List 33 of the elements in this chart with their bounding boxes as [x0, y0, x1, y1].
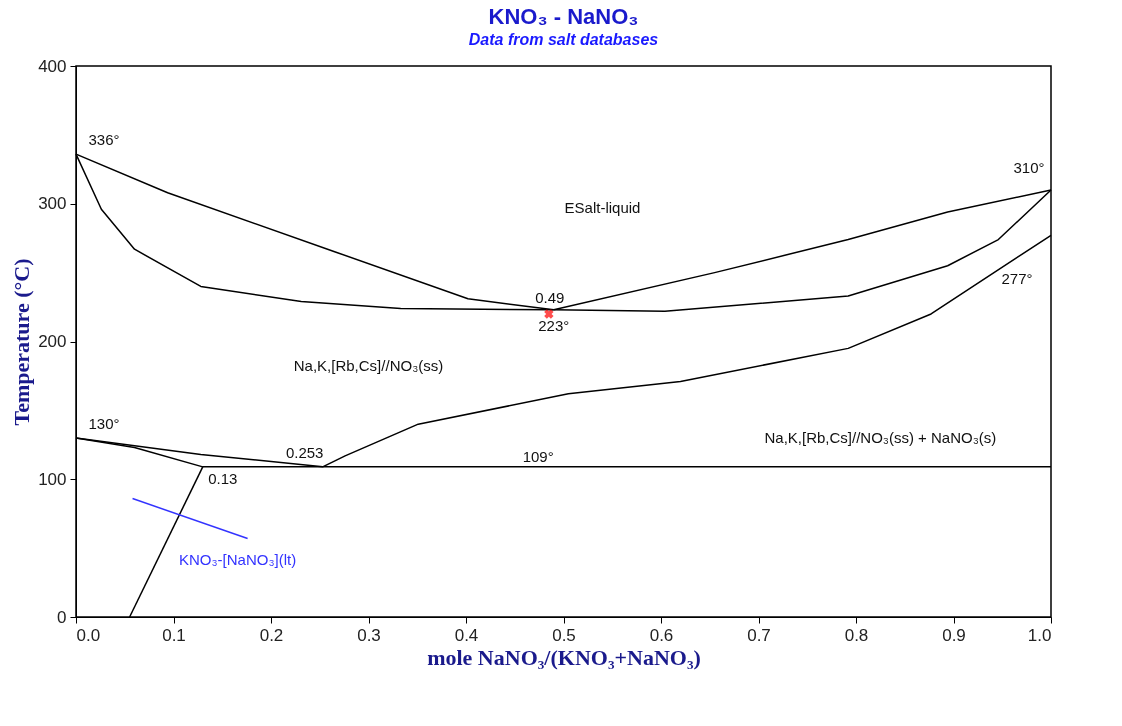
annotation: ESalt-liquid	[564, 198, 641, 216]
annotation: 277°	[1001, 270, 1033, 288]
x-tick-label: 0.1	[162, 625, 186, 645]
annotation: Na,K,[Rb,Cs]//NO₃(ss)	[293, 357, 444, 375]
annotation: 0.49	[535, 288, 565, 306]
annotation: Na,K,[Rb,Cs]//NO₃(ss) + NaNO₃(s)	[764, 428, 997, 446]
annotation: 0.253	[285, 443, 324, 461]
annotation: 0.13	[208, 469, 238, 487]
series-label: KNO₃-[NaNO₃](lt)	[178, 551, 297, 569]
x-tick-label: 0.2	[259, 625, 284, 645]
x-tick-label: 0.8	[844, 625, 869, 645]
x-tick-label: 0.0	[76, 625, 101, 645]
y-tick-label: 400	[38, 56, 67, 76]
y-tick-label: 200	[38, 332, 67, 351]
x-tick-label: 0.4	[454, 625, 479, 645]
annotation: 130°	[88, 414, 120, 432]
x-tick-label: 0.5	[552, 625, 576, 645]
y-axis-title: Temperature (°C)	[9, 258, 35, 426]
y-tick-label: 300	[38, 194, 67, 214]
x-tick-label: 0.9	[942, 625, 966, 645]
y-tick-label: 0	[57, 607, 67, 627]
x-tick-label: 0.7	[747, 625, 771, 645]
chart-subtitle: Data from salt databases	[468, 31, 659, 48]
x-tick-label: 1.0	[1027, 625, 1052, 645]
chart-title: KNO₃ - NaNO₃	[488, 4, 639, 29]
annotation: 223°	[538, 316, 570, 334]
x-tick-label: 0.3	[357, 625, 381, 645]
annotation: 336°	[88, 131, 120, 149]
x-axis-title: mole NaNO₃/(KNO₃+NaNO₃)	[427, 644, 701, 670]
y-tick-label: 100	[38, 469, 67, 489]
annotation: 310°	[1013, 158, 1045, 176]
x-tick-label: 0.6	[649, 625, 674, 645]
annotation: 109°	[522, 447, 554, 465]
